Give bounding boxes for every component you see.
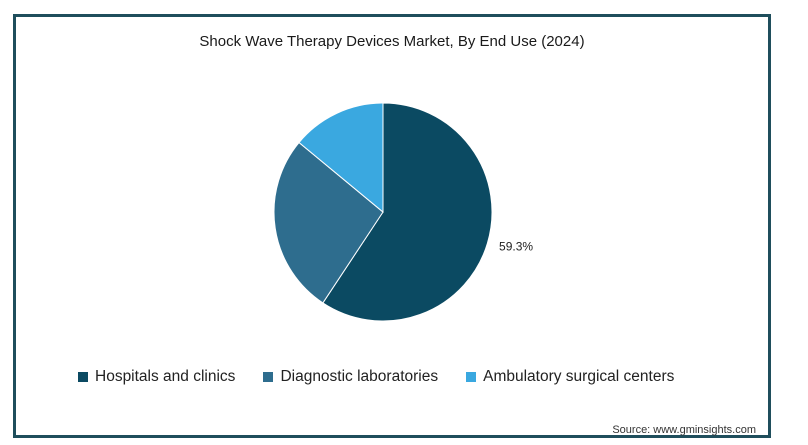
legend-swatch [263, 372, 274, 382]
legend-item-hospitals: Hospitals and clinics [78, 368, 235, 386]
legend-item-diagnostic: Diagnostic laboratories [263, 368, 438, 386]
legend-swatch [78, 372, 88, 382]
data-label: 59.3% [499, 240, 533, 254]
pie-slice-ambulatory-surgical-centers [298, 102, 384, 214]
legend-label: Hospitals and clinics [95, 368, 236, 385]
legend: Hospitals and clinics Diagnostic laborat… [78, 368, 702, 386]
legend-label: Ambulatory surgical centers [483, 368, 675, 385]
chart-title: Shock Wave Therapy Devices Market, By En… [199, 33, 585, 50]
source-note: Source: www.gminsights.com [612, 424, 756, 436]
pie-slice-hospitals-and-clinics [322, 102, 493, 322]
pie-slice-diagnostic-laboratories [273, 141, 384, 304]
legend-swatch [466, 372, 477, 382]
legend-label: Diagnostic laboratories [280, 368, 439, 385]
legend-item-ambulatory: Ambulatory surgical centers [466, 368, 674, 386]
